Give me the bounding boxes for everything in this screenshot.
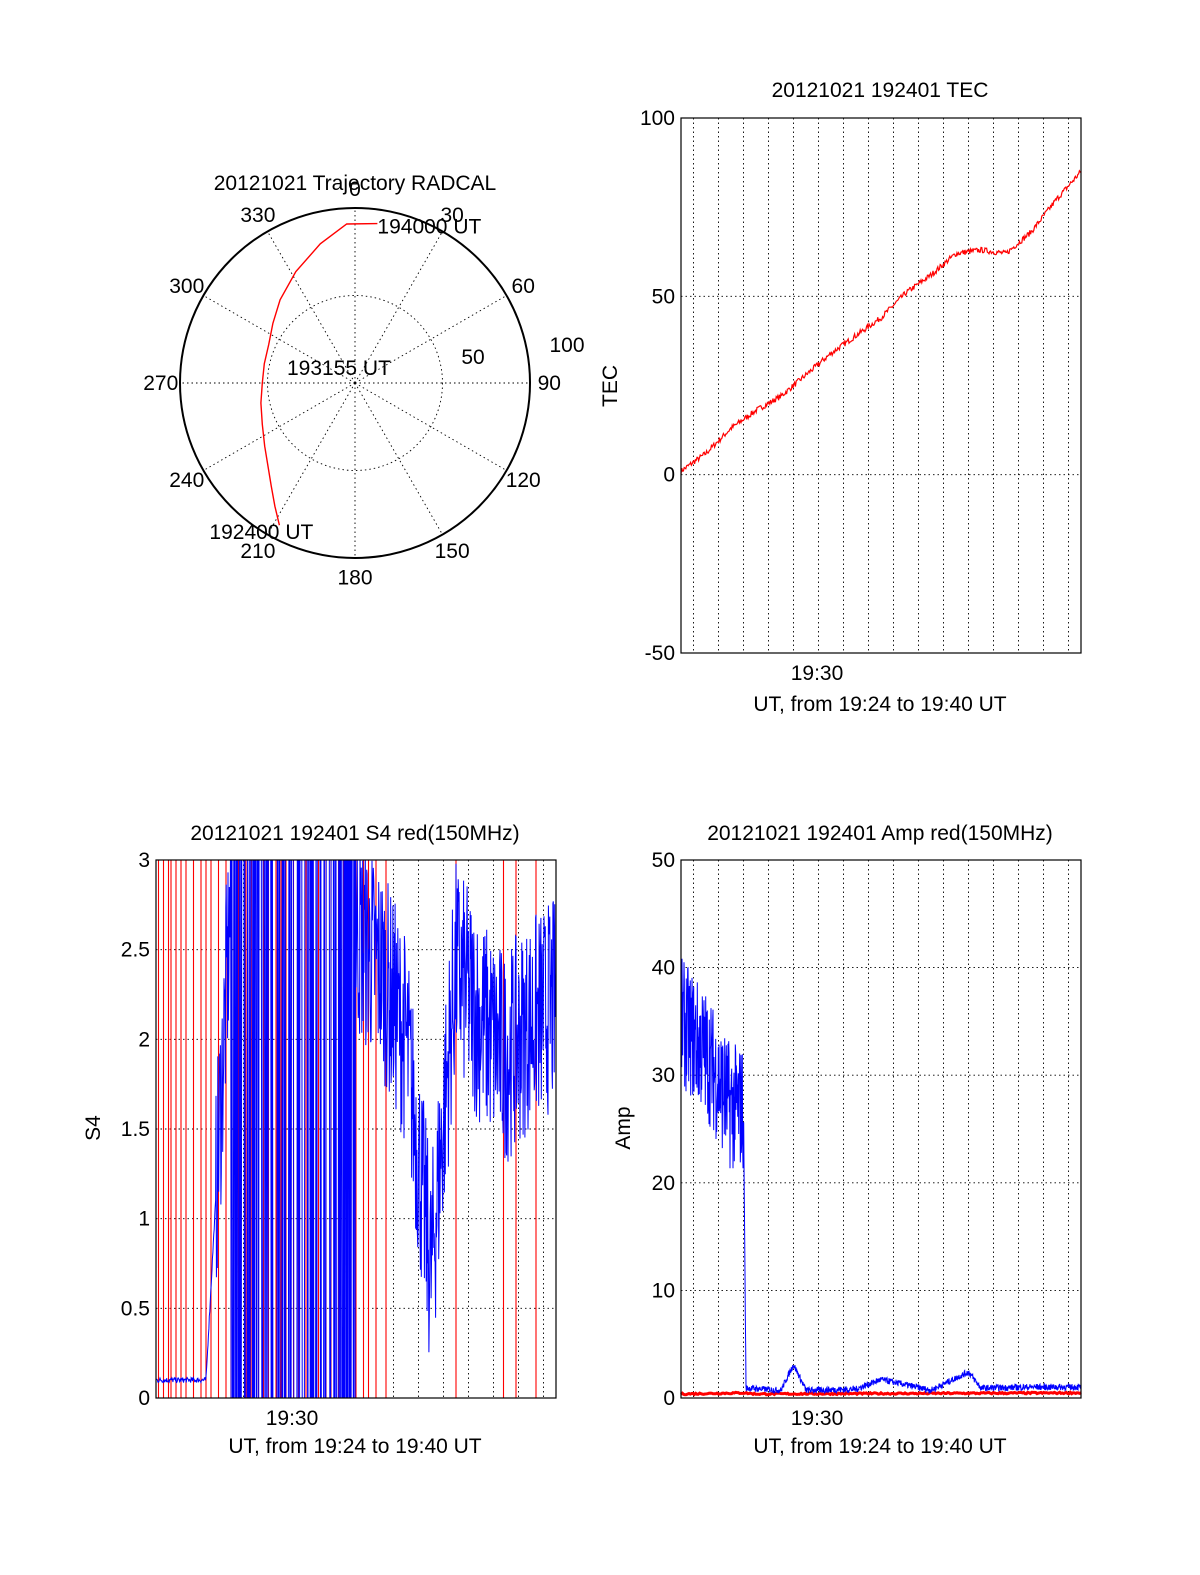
polar-spoke [267,382,356,535]
y-tick-label: 2.5 [121,939,150,962]
polar-outer-circle [179,207,531,559]
angle-tick-label: 120 [506,469,541,492]
polar-series [260,222,378,526]
y-tick-label: 50 [652,849,675,872]
angle-tick-label: 150 [435,540,470,563]
angle-tick-label: 330 [240,204,275,227]
amp-xlabel: UT, from 19:24 to 19:40 UT [753,1435,1006,1458]
y-tick-label: 50 [652,285,675,308]
trajectory-annotation: 194000 UT [377,216,481,239]
y-tick-label: 20 [652,1172,675,1195]
amp-panel: 20121021 192401 Amp red(150MHz) Amp UT, … [612,822,1082,1458]
amp-ylabel: Amp [612,1106,635,1149]
radius-tick-label: 100 [549,334,584,357]
tec-ylabel: TEC [599,365,622,407]
trajectory-annotation: 193155 UT [287,357,391,380]
y-tick-label: 0.5 [121,1297,150,1320]
s4-blue-series [156,860,556,1398]
angle-tick-label: 60 [512,275,535,298]
trajectory-line [260,222,378,526]
plot-frame [155,859,557,1399]
y-tick-label: 30 [652,1064,675,1087]
x-tick-label: 19:30 [791,1407,844,1430]
s4-ylabel: S4 [82,1115,105,1141]
angle-tick-label: 90 [538,372,561,395]
y-tick-label: 10 [652,1279,675,1302]
angle-tick-label: 300 [169,275,204,298]
y-tick-label: 40 [652,957,675,980]
polar-annotations: 194000 UT 193155 UT 192400 UT [209,216,481,545]
plot-frame [680,117,1082,654]
x-tick-label: 19:30 [791,662,844,685]
angle-tick-label: 240 [169,469,204,492]
polar-grid [180,208,530,558]
s4-panel: 20121021 192401 S4 red(150MHz) S4 UT, fr… [82,822,557,1458]
y-tick-label: 3 [138,849,150,872]
s4-title: 20121021 192401 S4 red(150MHz) [190,822,519,845]
radius-tick-label: 50 [461,346,484,369]
grid-lines [681,118,1081,653]
angle-tick-label: 30 [440,204,463,227]
y-tick-label: -50 [645,642,675,665]
y-tick-label: 1.5 [121,1118,150,1141]
y-tick-label: 0 [138,1387,150,1410]
polar-grid-ring [267,295,443,471]
y-tick-label: 0 [663,1387,675,1410]
grid-lines [156,860,556,1398]
s4-data [156,860,556,1398]
angle-tick-label: 0 [349,178,361,201]
amp-title: 20121021 192401 Amp red(150MHz) [707,822,1053,845]
amp-blue-series [680,958,1082,1395]
plot-frame [680,859,1082,1399]
amp-red-series [680,1390,1082,1397]
angle-tick-label: 180 [337,566,372,589]
trajectory-annotation: 192400 UT [209,521,313,544]
tec-panel: 20121021 192401 TEC TEC UT, from 19:24 t… [599,79,1082,716]
trajectory-panel: 20121021 Trajectory RADCAL 0 30 60 90 120 150… [143,172,584,589]
tec-title: 20121021 192401 TEC [772,79,989,102]
trajectory-title: 20121021 Trajectory RADCAL [214,172,497,195]
x-tick-label: 19:30 [266,1407,319,1430]
grid-lines [681,860,1081,1398]
angle-tick-label: 210 [240,540,275,563]
y-tick-label: 2 [138,1028,150,1051]
polar-spoke [203,382,356,471]
tec-series-line [680,169,1082,475]
tec-xlabel: UT, from 19:24 to 19:40 UT [753,693,1006,716]
polar-labels: 0 30 60 90 120 150 180 210 240 270 300 330 50 100 [143,178,584,590]
angle-tick-label: 270 [143,372,178,395]
s4-xlabel: UT, from 19:24 to 19:40 UT [228,1435,481,1458]
y-tick-label: 1 [138,1208,150,1231]
y-tick-label: 100 [640,107,675,130]
y-tick-label: 0 [663,464,675,487]
